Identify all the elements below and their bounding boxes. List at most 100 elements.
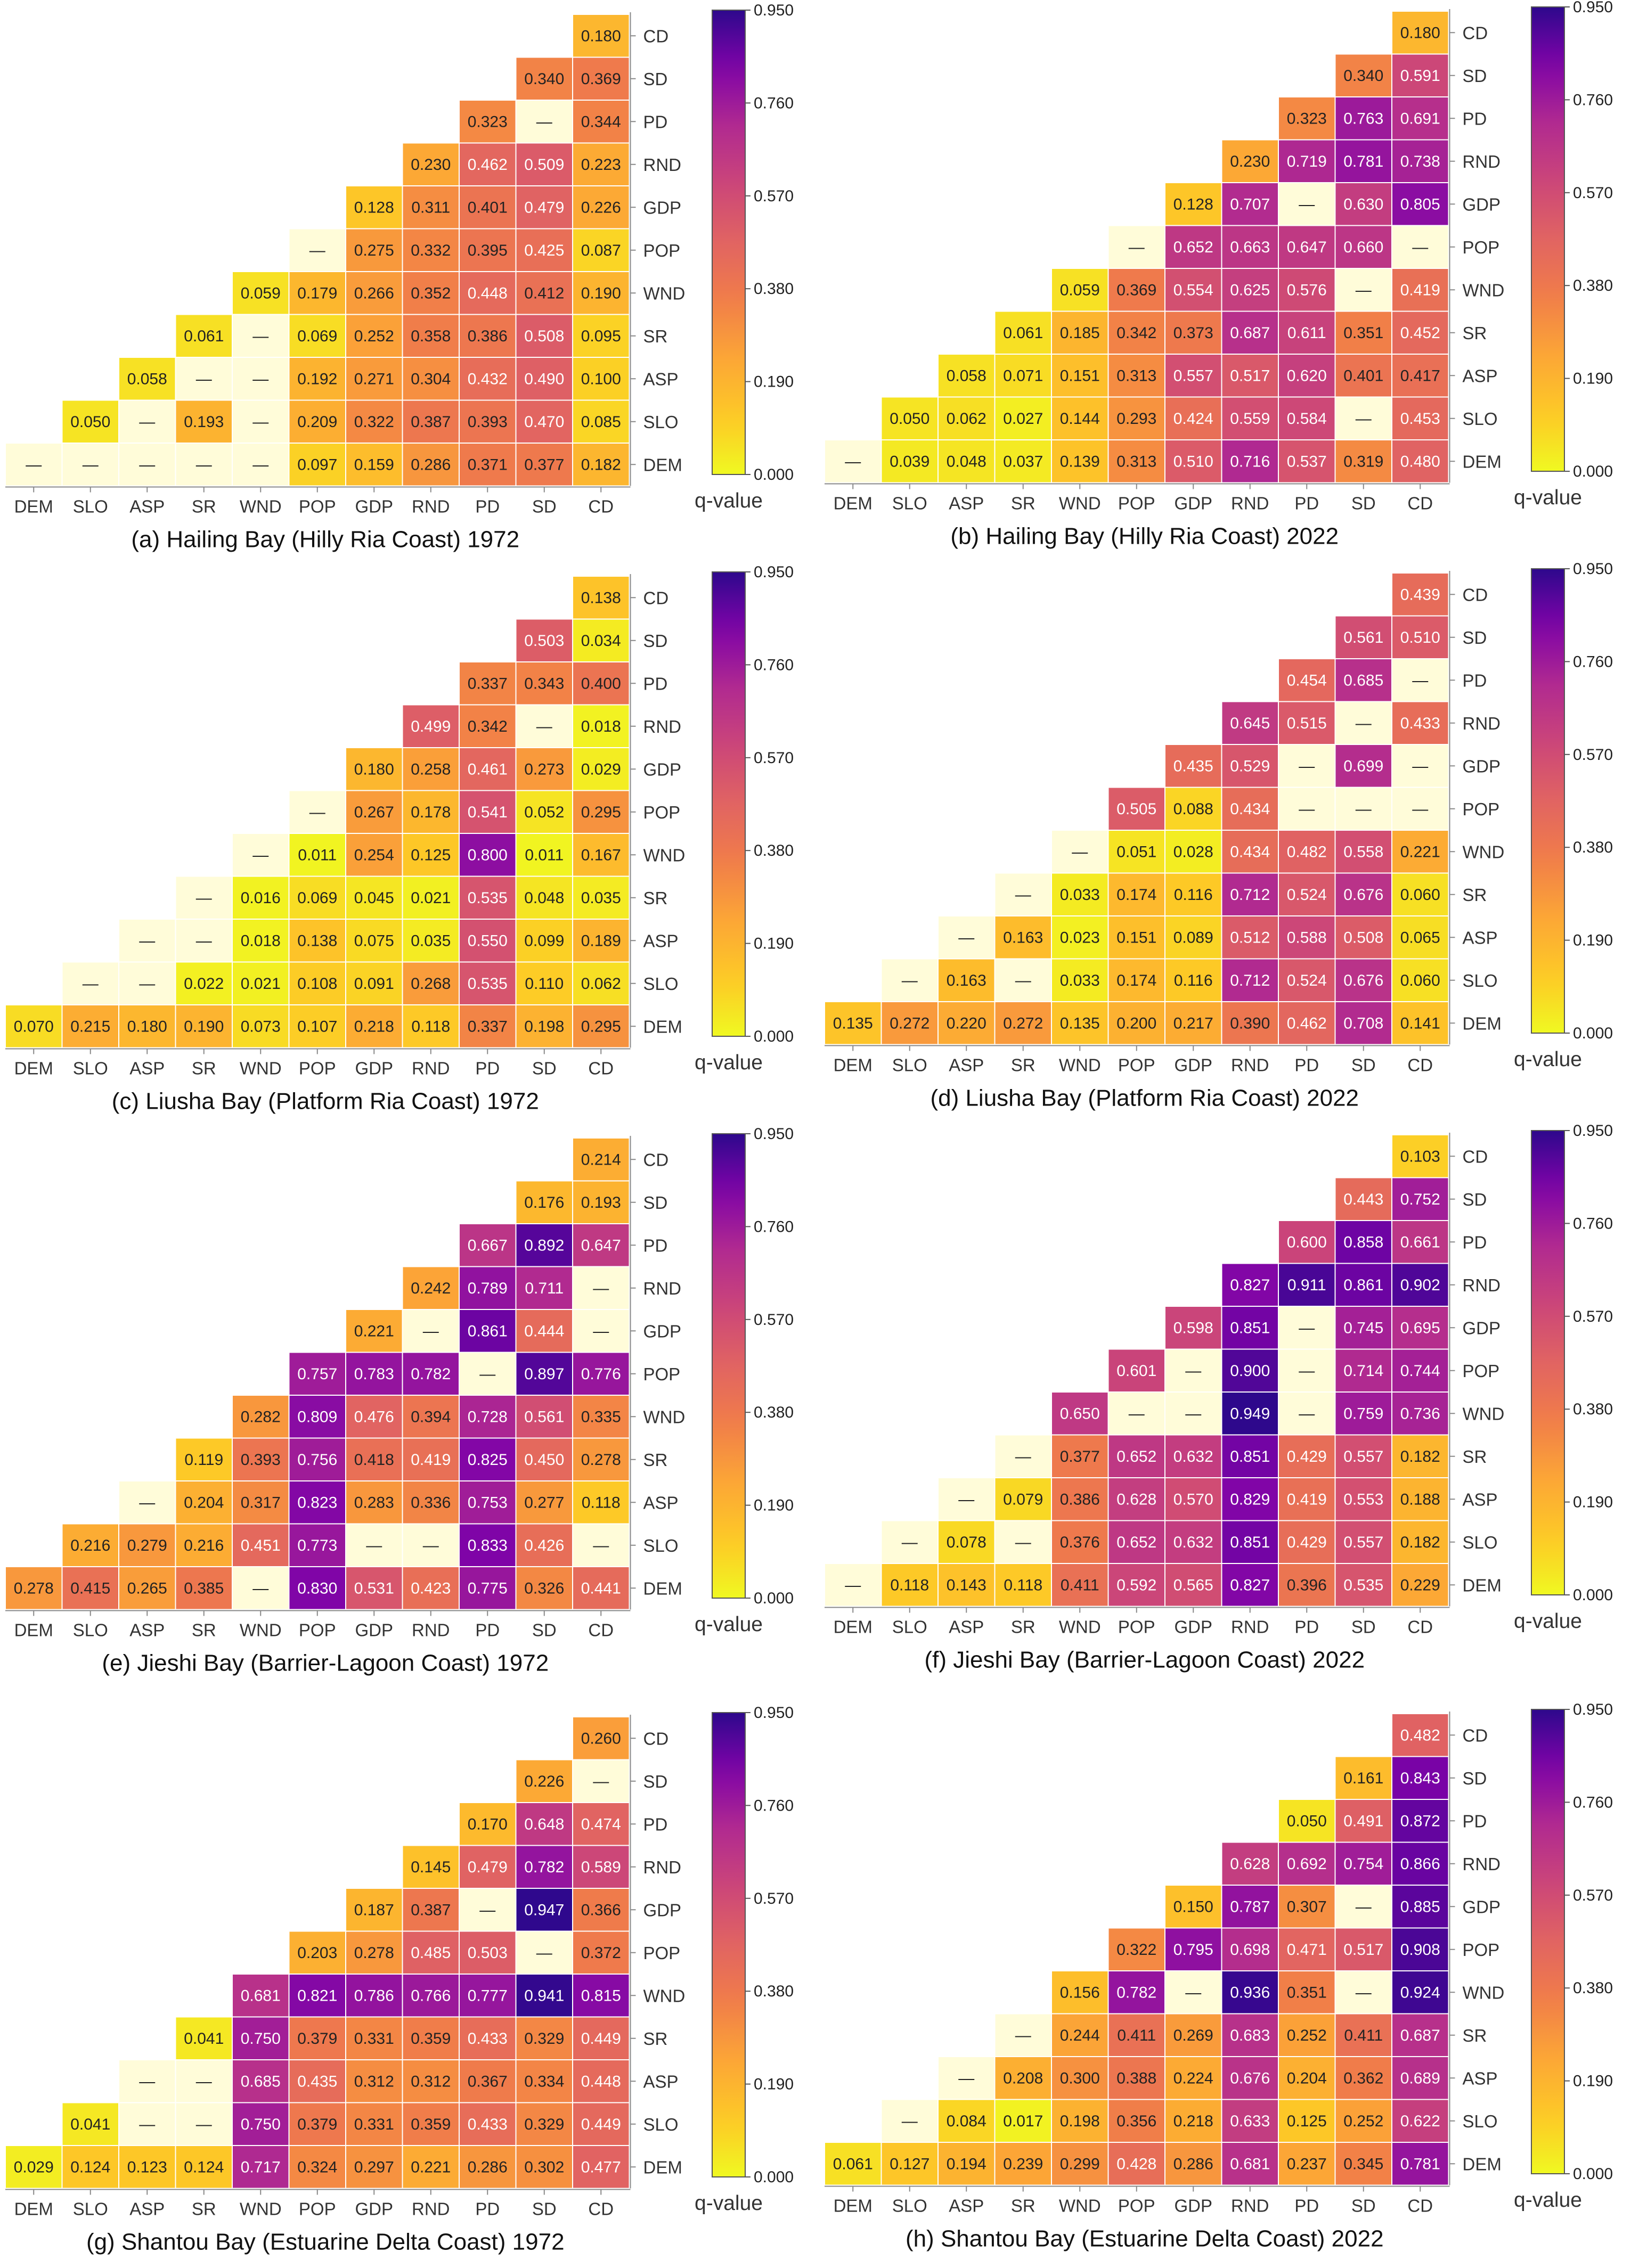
x-tick-label: RND — [412, 497, 450, 517]
cell-value-label: 0.633 — [1230, 2113, 1270, 2130]
cell-value-label: 0.598 — [1173, 1319, 1213, 1337]
heatmap-cell — [880, 396, 939, 440]
heatmap-cell — [232, 2145, 290, 2189]
heatmap-cell — [572, 1802, 630, 1846]
cell-value-label: 0.016 — [241, 889, 281, 907]
cell-value-label: 0.435 — [1173, 757, 1213, 775]
cell-value-label: 0.041 — [184, 2030, 224, 2048]
heatmap-cell — [1051, 830, 1109, 874]
cell-value-label: 0.119 — [184, 1451, 223, 1469]
cell-value-label: 0.781 — [1400, 2155, 1440, 2173]
cell-value-label: 0.163 — [1003, 929, 1043, 946]
cell-value-label: 0.151 — [1116, 929, 1156, 946]
heatmap-cell — [345, 1352, 403, 1396]
cell-value-label: 0.902 — [1400, 1276, 1440, 1294]
cell-value-label: 0.048 — [524, 889, 564, 907]
cell-value-label: 0.059 — [241, 284, 281, 302]
cell-value-label: 0.359 — [411, 2116, 451, 2133]
heatmap-cell — [459, 1523, 517, 1567]
cell-value-label: 0.097 — [297, 456, 337, 473]
x-tick-label: POP — [299, 497, 336, 517]
cell-value-label: 0.393 — [241, 1451, 281, 1469]
cell-value-label: 0.331 — [354, 2030, 394, 2048]
cell-value-label: 0.477 — [581, 2158, 621, 2176]
y-tick-label: SLO — [643, 974, 679, 994]
cell-value-label: 0.192 — [297, 370, 337, 388]
panel-caption: (h) Shantou Bay (Estuarine Delta Coast) … — [906, 2226, 1384, 2252]
heatmap-cell — [1107, 268, 1165, 312]
heatmap-cell — [515, 2145, 573, 2189]
y-tick-label: POP — [1463, 1361, 1500, 1381]
heatmap-cell — [1278, 1563, 1336, 1607]
cell-value-label: 0.558 — [1343, 843, 1383, 861]
heatmap-cell — [572, 1352, 630, 1396]
cell-value-label: 0.058 — [127, 370, 167, 388]
cell-value-label: — — [196, 2073, 212, 2090]
y-tick-label: RND — [643, 717, 682, 736]
heatmap-cell — [1278, 787, 1336, 831]
x-tick-label: PD — [1294, 2196, 1319, 2216]
heatmap-cell — [1107, 354, 1165, 398]
cell-value-label: 0.033 — [1060, 886, 1100, 904]
heatmap-cell — [345, 833, 403, 877]
x-tick-label: POP — [1118, 494, 1155, 513]
cell-value-label: 0.069 — [297, 327, 337, 345]
cell-value-label: 0.553 — [1343, 1491, 1383, 1508]
heatmap-cell — [459, 1845, 517, 1889]
cell-value-label: 0.524 — [1287, 972, 1327, 989]
heatmap-panel-1: 0.180 0.340 0.369 0.323 — 0.344 0.230 0.462 0.50… — [5, 2, 794, 553]
cell-value-label: 0.426 — [524, 1537, 564, 1554]
heatmap-cell — [1051, 2013, 1109, 2057]
heatmap-cell — [175, 443, 233, 487]
cell-value-label: 0.369 — [581, 70, 621, 88]
heatmap-cell — [1334, 1001, 1392, 1045]
cell-value-label: — — [139, 1494, 155, 1511]
cell-value-label: 0.323 — [468, 113, 508, 130]
cell-value-label: 0.220 — [947, 1014, 986, 1032]
heatmap-cell — [1391, 1391, 1449, 1436]
colorbar-tick-label: 0.000 — [754, 466, 794, 484]
cell-value-label: 0.045 — [354, 889, 394, 907]
x-tick-label: ASP — [949, 2196, 984, 2216]
y-tick-label: GDP — [643, 1321, 682, 1341]
colorbar-title: q-value — [1514, 1610, 1582, 1633]
heatmap-cell — [572, 1845, 630, 1889]
cell-value-label: 0.480 — [1400, 453, 1440, 470]
cell-value-label: 0.366 — [581, 1901, 621, 1919]
cell-value-label: 0.470 — [524, 413, 564, 431]
cell-value-label: 0.185 — [1060, 324, 1100, 342]
cell-value-label: 0.118 — [1004, 1576, 1042, 1594]
cell-value-label: 0.138 — [581, 589, 621, 607]
heatmap-cell — [1391, 1927, 1449, 1971]
y-tick-label: SR — [643, 1450, 668, 1470]
heatmap-cell — [1107, 1434, 1165, 1478]
heatmap-cell — [1278, 701, 1336, 745]
heatmap-cell — [572, 875, 630, 920]
heatmap-cell — [459, 1480, 517, 1525]
cell-value-label: — — [593, 1322, 609, 1340]
heatmap-cell — [515, 228, 573, 272]
cell-value-label: 0.018 — [241, 932, 281, 949]
cell-value-label: 0.667 — [468, 1237, 508, 1254]
y-tick-label: WND — [1463, 1983, 1505, 2002]
heatmap-cell — [1107, 915, 1165, 960]
colorbar-tick-label: 0.570 — [1573, 184, 1613, 202]
y-tick-label: WND — [1463, 1404, 1505, 1423]
cell-value-label: 0.078 — [947, 1534, 986, 1551]
cell-value-label: 0.215 — [70, 1018, 110, 1035]
cell-value-label: 0.782 — [411, 1365, 451, 1383]
cell-value-label: 0.592 — [1116, 1576, 1156, 1594]
cell-value-label: — — [309, 242, 325, 259]
cell-value-label: 0.482 — [1287, 843, 1327, 861]
cell-value-label: 0.900 — [1230, 1362, 1270, 1380]
heatmap-cell — [1164, 1306, 1222, 1350]
heatmap-cell — [1107, 2099, 1165, 2143]
heatmap-cell — [1278, 830, 1336, 874]
cell-value-label: 0.156 — [1060, 1984, 1100, 2001]
heatmap-cell — [232, 1566, 290, 1610]
x-tick-label: POP — [1118, 1055, 1155, 1075]
cell-value-label: 0.750 — [241, 2116, 281, 2133]
cell-value-label: 0.752 — [1400, 1191, 1440, 1208]
y-tick-label: DEM — [643, 1017, 682, 1036]
cell-value-label: 0.663 — [1230, 239, 1270, 256]
